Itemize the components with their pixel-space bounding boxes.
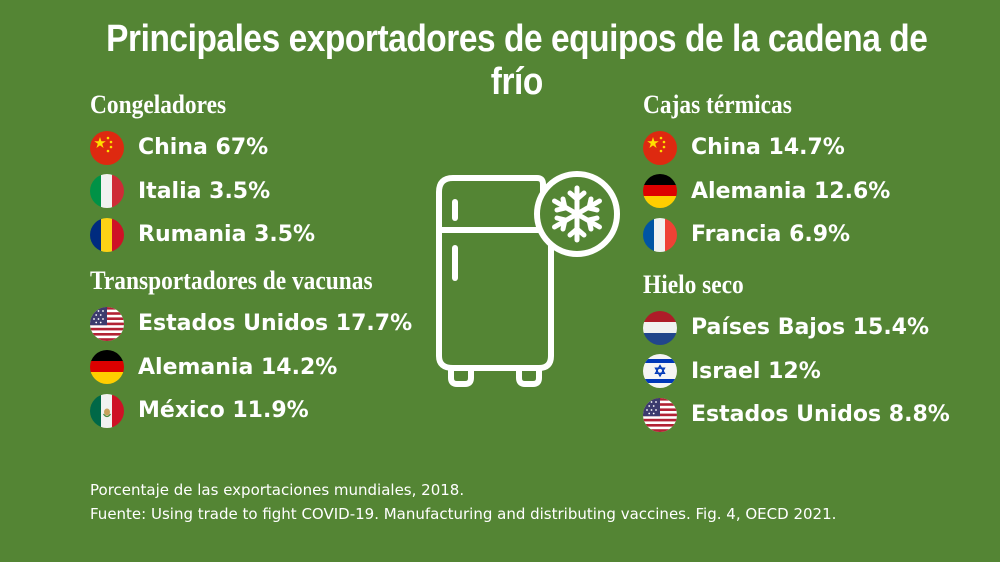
section-title: Congeladores: [90, 90, 227, 119]
list-item: Israel 12%: [643, 350, 950, 394]
item-label: Países Bajos 15.4%: [691, 315, 930, 341]
list-item: China 14.7%: [643, 126, 890, 170]
section-title: Cajas térmicas: [643, 90, 792, 119]
item-label: Rumania 3.5%: [138, 222, 316, 248]
netherlands-flag-icon: [643, 311, 677, 345]
list-item: Alemania 14.2%: [90, 346, 412, 390]
germany-flag-icon: [643, 174, 677, 208]
list-item: Estados Unidos 17.7%: [90, 302, 412, 346]
section-title: Transportadores de vacunas: [90, 266, 373, 295]
italy-flag-icon: [90, 174, 124, 208]
item-label: China 67%: [138, 135, 269, 161]
list-item: Países Bajos 15.4%: [643, 306, 950, 350]
section-title: Hielo seco: [643, 270, 744, 299]
footer-note: Porcentaje de las exportaciones mundiale…: [90, 481, 465, 499]
list-item: Alemania 12.6%: [643, 170, 890, 214]
item-label: Estados Unidos 8.8%: [691, 402, 950, 428]
usa-flag-icon: [90, 307, 124, 341]
item-label: México 11.9%: [138, 398, 309, 424]
footer-source: Fuente: Using trade to fight COVID-19. M…: [90, 505, 837, 523]
item-label: Israel 12%: [691, 358, 821, 384]
fridge-snowflake-icon: [436, 171, 620, 387]
france-flag-icon: [643, 218, 677, 252]
item-label: Francia 6.9%: [691, 222, 851, 248]
section-cajas: Cajas térmicas China 14.7% Alemania 12.6…: [643, 90, 890, 257]
germany-flag-icon: [90, 350, 124, 384]
item-label: Alemania 12.6%: [691, 178, 891, 204]
list-item: Francia 6.9%: [643, 213, 890, 257]
item-label: Italia 3.5%: [138, 178, 271, 204]
china-flag-icon: [643, 131, 677, 165]
mexico-flag-icon: [90, 394, 124, 428]
list-item: Italia 3.5%: [90, 170, 315, 214]
china-flag-icon: [90, 131, 124, 165]
item-label: China 14.7%: [691, 135, 845, 161]
list-item: China 67%: [90, 126, 315, 170]
usa-flag-icon: [643, 398, 677, 432]
item-label: Estados Unidos 17.7%: [138, 311, 413, 337]
section-hielo: Hielo seco Países Bajos 15.4% Israel 12%…: [643, 270, 950, 437]
romania-flag-icon: [90, 218, 124, 252]
list-item: México 11.9%: [90, 389, 412, 433]
section-transportadores: Transportadores de vacunas Estados Unido…: [90, 266, 412, 433]
list-item: Rumania 3.5%: [90, 213, 315, 257]
footer: Porcentaje de las exportaciones mundiale…: [90, 478, 836, 526]
list-item: Estados Unidos 8.8%: [643, 393, 950, 437]
section-congeladores: Congeladores China 67% Italia 3.5% Ruman…: [90, 90, 315, 257]
israel-flag-icon: [643, 354, 677, 388]
item-label: Alemania 14.2%: [138, 354, 338, 380]
page-title: Principales exportadores de equipos de l…: [106, 18, 928, 103]
